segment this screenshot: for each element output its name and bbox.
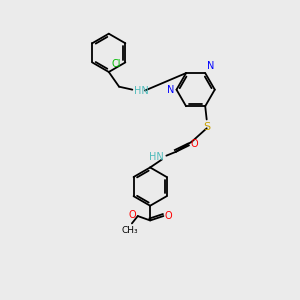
Text: N: N (207, 61, 214, 71)
Text: HN: HN (148, 152, 164, 162)
Text: O: O (165, 211, 172, 221)
Text: O: O (129, 210, 136, 220)
Text: CH₃: CH₃ (121, 226, 138, 235)
Text: S: S (203, 122, 210, 132)
Text: N: N (167, 85, 174, 94)
Text: HN: HN (134, 86, 148, 96)
Text: Cl: Cl (111, 59, 121, 69)
Text: O: O (190, 140, 198, 149)
